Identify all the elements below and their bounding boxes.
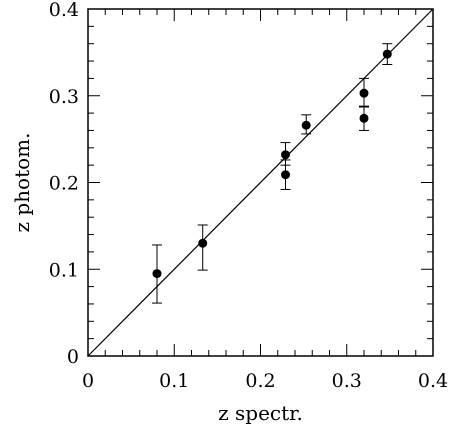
y-tick-label: 0.1 xyxy=(49,259,79,281)
y-tick-label: 0.2 xyxy=(49,173,79,195)
data-points xyxy=(152,43,393,304)
data-point xyxy=(197,224,208,271)
one-to-one-line xyxy=(87,8,434,357)
x-tick-label: 0.1 xyxy=(159,370,189,392)
data-point xyxy=(301,114,312,135)
y-tick-label: 0.4 xyxy=(49,0,79,21)
point-marker xyxy=(382,49,392,59)
tick-labels: 0 0.1 0.2 0.3 0.4 0 0.1 0.2 0.3 0.4 xyxy=(49,0,448,392)
point-marker xyxy=(281,170,291,180)
point-marker xyxy=(359,88,369,98)
x-axis-label: z spectr. xyxy=(218,401,303,425)
x-tick-label: 0 xyxy=(82,370,94,392)
y-tick-label: 0 xyxy=(67,346,79,368)
point-marker xyxy=(281,150,291,160)
plot-frame xyxy=(87,8,434,357)
x-tick-label: 0.2 xyxy=(245,370,275,392)
point-marker xyxy=(301,120,311,130)
data-point xyxy=(382,43,393,66)
point-marker xyxy=(152,269,162,279)
y-tick-label: 0.3 xyxy=(49,86,79,108)
point-marker xyxy=(359,113,369,123)
y-axis-label: z photom. xyxy=(10,132,34,232)
data-point xyxy=(152,244,162,304)
point-marker xyxy=(198,238,208,248)
data-point xyxy=(280,142,291,166)
x-tick-label: 0.3 xyxy=(332,370,362,392)
x-tick-label: 0.4 xyxy=(418,370,448,392)
data-point xyxy=(359,105,369,131)
data-point xyxy=(359,77,369,108)
